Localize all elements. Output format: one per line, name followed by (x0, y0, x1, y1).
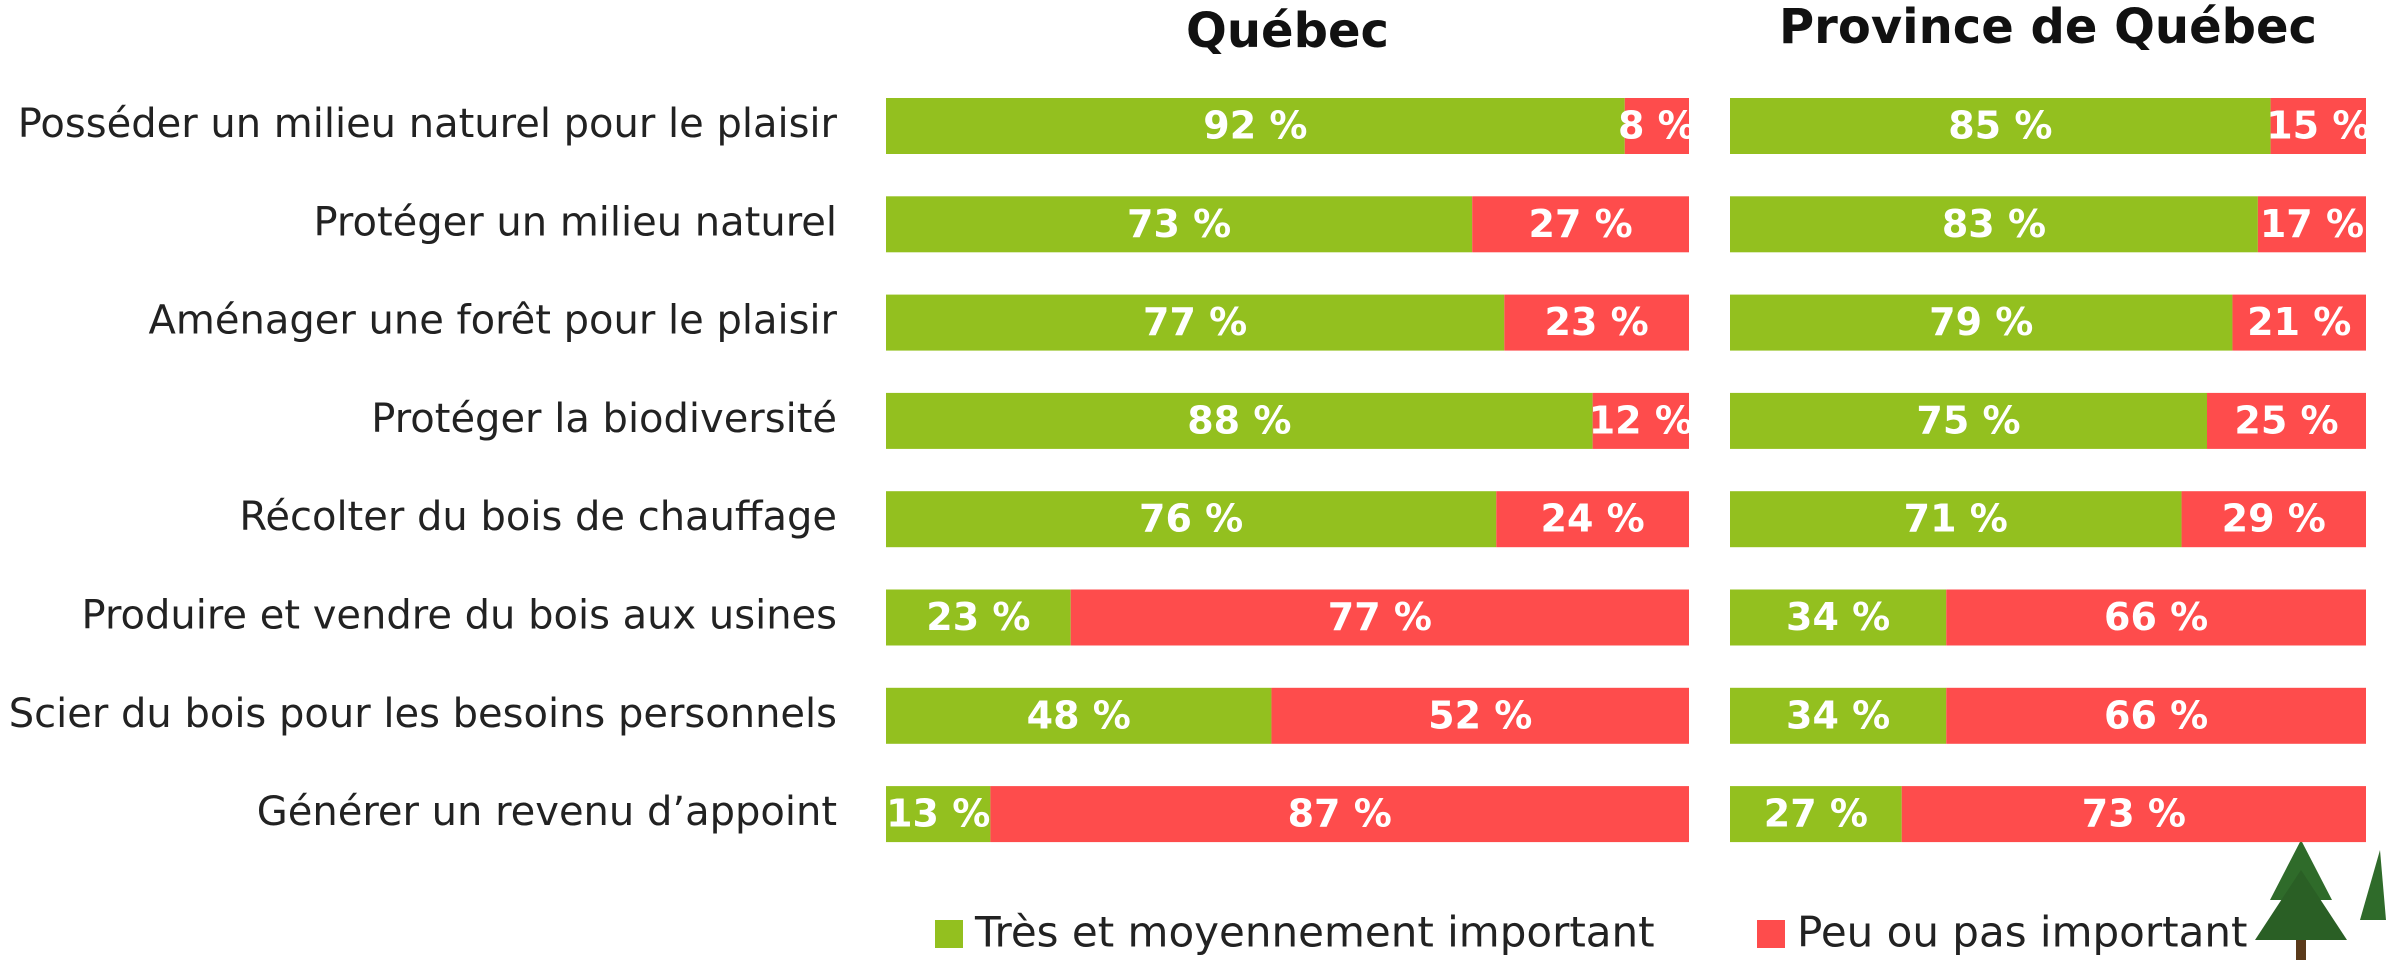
value-label: 27 % (1764, 792, 1868, 836)
value-label: 85 % (1948, 104, 2052, 148)
value-label: 66 % (2104, 595, 2208, 639)
category-label: Générer un revenu d’appoint (257, 789, 837, 835)
value-label: 27 % (1529, 202, 1633, 246)
value-label: 76 % (1139, 497, 1243, 541)
value-label: 25 % (2234, 398, 2338, 442)
value-label: 15 % (2266, 104, 2370, 148)
value-label: 29 % (2222, 497, 2326, 541)
panel-title: Québec (1186, 3, 1389, 59)
value-label: 34 % (1786, 693, 1890, 737)
value-label: 79 % (1929, 300, 2033, 344)
value-label: 8 % (1618, 104, 1696, 148)
value-label: 73 % (2082, 792, 2186, 836)
category-label: Aménager une forêt pour le plaisir (149, 298, 838, 344)
value-label: 92 % (1203, 104, 1307, 148)
value-label: 88 % (1187, 398, 1291, 442)
value-label: 17 % (2260, 202, 2364, 246)
value-label: 87 % (1288, 792, 1392, 836)
category-label: Produire et vendre du bois aux usines (82, 593, 837, 639)
value-label: 83 % (1942, 202, 2046, 246)
value-label: 77 % (1328, 595, 1432, 639)
value-label: 23 % (926, 595, 1030, 639)
value-label: 21 % (2247, 300, 2351, 344)
legend-swatch (1757, 920, 1785, 948)
category-label: Protéger un milieu naturel (314, 199, 838, 245)
panel-title: Province de Québec (1779, 0, 2317, 55)
category-label: Récolter du bois de chauffage (239, 494, 837, 540)
legend-label: Peu ou pas important (1797, 908, 2247, 957)
value-label: 13 % (886, 792, 990, 836)
value-label: 73 % (1127, 202, 1231, 246)
value-label: 48 % (1027, 693, 1131, 737)
value-label: 24 % (1541, 497, 1645, 541)
value-label: 66 % (2104, 693, 2208, 737)
legend-swatch (935, 920, 963, 948)
tree-icon (2255, 840, 2386, 960)
chart: Posséder un milieu naturel pour le plais… (0, 0, 2386, 960)
value-label: 75 % (1916, 398, 2020, 442)
category-label: Posséder un milieu naturel pour le plais… (18, 101, 838, 147)
value-label: 71 % (1904, 497, 2008, 541)
value-label: 12 % (1589, 398, 1693, 442)
value-label: 52 % (1428, 693, 1532, 737)
value-label: 34 % (1786, 595, 1890, 639)
legend-label: Très et moyennement important (974, 908, 1655, 957)
value-label: 23 % (1545, 300, 1649, 344)
value-label: 77 % (1143, 300, 1247, 344)
category-label: Scier du bois pour les besoins personnel… (9, 691, 837, 737)
category-label: Protéger la biodiversité (371, 396, 837, 442)
